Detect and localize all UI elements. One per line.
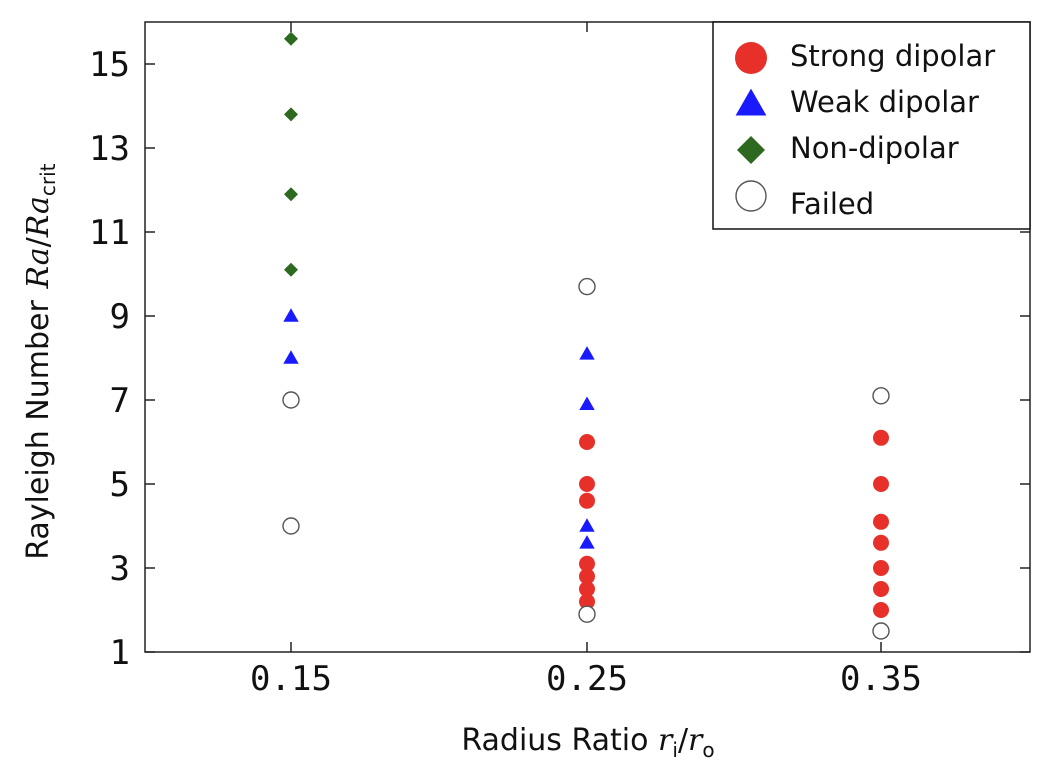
y-tick-label: 15 [89, 45, 130, 85]
failed-point [282, 391, 300, 409]
legend-label-strong-dipolar: Strong dipolar [790, 39, 995, 73]
non-dipolar-point [284, 31, 298, 46]
strong-dipolar-point [873, 602, 889, 618]
non-dipolar-point [284, 107, 298, 122]
y-axis-label-var2: Ra [21, 196, 56, 238]
weak-dipolar-point [283, 350, 299, 364]
legend-label-non-dipolar: Non-dipolar [790, 131, 959, 165]
non-dipolar-point [284, 262, 298, 277]
legend-label-failed: Failed [790, 187, 874, 221]
x-tick-label: 0.35 [840, 659, 922, 699]
x-axis-label-text: Radius Ratio [461, 723, 658, 758]
y-axis-label-sub: crit [36, 163, 60, 196]
x-axis-label-sub1: i [672, 738, 678, 762]
x-axis-label-sub2: o [702, 738, 714, 762]
strong-dipolar-point [873, 429, 889, 446]
legend-marker-strong-dipolar [735, 42, 767, 74]
failed-point [578, 605, 596, 623]
x-axis-label-var2: r [688, 723, 704, 758]
strong-dipolar-point [873, 581, 889, 597]
legend-marker-non-dipolar [737, 136, 765, 164]
strong-dipolar-point [579, 555, 595, 572]
failed-point [872, 387, 890, 405]
strong-dipolar-point [579, 593, 595, 610]
y-axis-label-math: Ra/Racrit [21, 163, 60, 289]
y-tick-label: 1 [110, 633, 130, 673]
legend-label-weak-dipolar: Weak dipolar [790, 85, 979, 119]
y-axis-label: Rayleigh Number [21, 300, 56, 560]
weak-dipolar-point [579, 535, 595, 549]
legend: Strong dipolar Weak dipolar Non-dipolar Fai… [712, 21, 1031, 230]
y-tick-label: 3 [110, 549, 130, 589]
non-dipolar-point [284, 187, 298, 202]
y-tick-label: 11 [89, 213, 130, 253]
weak-dipolar-point [283, 308, 299, 322]
x-axis-label: Radius Ratio ri/ro [461, 723, 714, 762]
x-axis-label-var1: r [658, 723, 674, 758]
x-tick-label: 0.15 [250, 659, 332, 699]
strong-dipolar-point [579, 568, 595, 585]
x-tick-label: 0.25 [546, 659, 628, 699]
strong-dipolar-point [873, 476, 889, 492]
y-tick-label: 5 [110, 465, 130, 505]
y-tick-label: 9 [110, 297, 130, 337]
legend-marker-failed [735, 180, 767, 212]
failed-point [578, 277, 596, 296]
strong-dipolar-point [873, 560, 889, 576]
x-axis-ticks: 0.15 0.25 0.35 [250, 22, 922, 699]
y-tick-label: 13 [89, 129, 130, 169]
y-axis-label-math-text: Ra/Racrit [21, 163, 60, 289]
weak-dipolar-point [579, 346, 595, 360]
strong-dipolar-point [873, 513, 889, 530]
y-axis-label-var1: Ra [21, 247, 56, 289]
strong-dipolar-point [579, 434, 595, 450]
x-axis-label-slash: / [678, 723, 689, 758]
strong-dipolar-point [873, 534, 889, 551]
failed-point [872, 622, 890, 640]
strong-dipolar-point [579, 476, 595, 492]
weak-dipolar-point [579, 518, 595, 532]
strong-dipolar-point [579, 581, 595, 597]
strong-dipolar-point [579, 492, 595, 509]
y-tick-label: 7 [110, 381, 130, 421]
legend-marker-weak-dipolar [735, 88, 767, 116]
weak-dipolar-point [579, 396, 595, 410]
failed-point [282, 517, 300, 535]
y-axis-label-slash: / [21, 236, 56, 247]
data-markers [282, 31, 890, 640]
y-axis-label-text: Rayleigh Number [21, 300, 56, 560]
